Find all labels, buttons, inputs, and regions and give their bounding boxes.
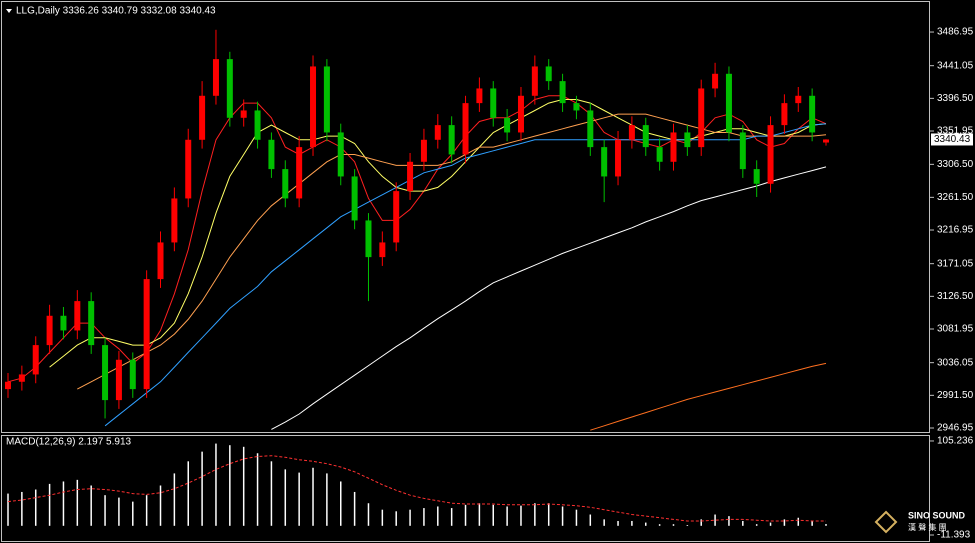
candle-body xyxy=(504,117,511,133)
y-tick-label: 3441.05 xyxy=(937,60,974,71)
logo-text: SINO SOUND xyxy=(908,510,966,520)
candle-body xyxy=(823,139,829,143)
y-tick-label: 2991.50 xyxy=(937,390,974,401)
candle-body xyxy=(601,147,608,177)
candle-body xyxy=(102,345,109,401)
candle-body xyxy=(212,59,219,96)
candle-body xyxy=(185,139,192,199)
candle-body xyxy=(795,95,802,104)
candle-body xyxy=(684,132,691,148)
candle-body xyxy=(60,315,67,331)
candle-body xyxy=(448,125,455,155)
candle-body xyxy=(379,242,386,258)
candle-body xyxy=(143,279,150,390)
y-tick-label: 3036.05 xyxy=(937,357,974,368)
moving-average-line xyxy=(49,99,827,368)
candle-body xyxy=(337,132,344,177)
candle-body xyxy=(781,103,788,126)
candle-body xyxy=(393,191,400,243)
y-tick-label: 3126.50 xyxy=(937,291,974,302)
candle-body xyxy=(240,110,247,118)
candle-body xyxy=(587,110,594,148)
macd-y-tick-label: 105.236 xyxy=(937,436,974,447)
logo-subtext: 漢 聲 集 團 xyxy=(908,522,947,532)
candle-body xyxy=(268,139,275,170)
current-price-box xyxy=(931,133,973,146)
y-tick-label: 3306.50 xyxy=(937,159,974,170)
candle-body xyxy=(656,147,663,162)
candle-body xyxy=(531,66,538,96)
candle-body xyxy=(517,95,524,133)
candle-body xyxy=(88,301,95,346)
candle-body xyxy=(739,132,746,170)
current-price-label: 3340.43 xyxy=(934,134,971,145)
candle-body xyxy=(365,220,372,258)
candle-body xyxy=(351,176,358,221)
candle-body xyxy=(434,125,441,140)
price-panel-frame xyxy=(1,1,930,433)
y-tick-label: 3171.05 xyxy=(937,258,974,269)
candle-body xyxy=(767,125,774,184)
candle-body xyxy=(296,147,303,199)
candle-body xyxy=(420,139,427,162)
candle-body xyxy=(199,95,206,140)
candle-body xyxy=(171,198,178,243)
chart-title: LLG,Daily 3336.26 3340.79 3332.08 3340.4… xyxy=(16,6,216,17)
candle-body xyxy=(725,73,732,133)
candle-body xyxy=(712,73,719,89)
candle-body xyxy=(5,381,11,390)
y-tick-label: 3081.95 xyxy=(937,324,974,335)
menu-arrow xyxy=(6,9,12,13)
candle-body xyxy=(282,169,289,199)
y-tick-label: 3216.95 xyxy=(937,225,974,236)
candle-body xyxy=(670,132,677,162)
candle-body xyxy=(476,88,483,104)
logo-icon xyxy=(874,510,898,534)
y-tick-label: 3396.50 xyxy=(937,93,974,104)
candle-body xyxy=(32,345,39,375)
macd-signal-line xyxy=(7,455,826,522)
macd-title: MACD(12,26,9) 2.197 5.913 xyxy=(6,437,132,448)
candle-body xyxy=(310,66,317,148)
candle-body xyxy=(559,81,566,104)
candle-body xyxy=(226,59,233,118)
candle-body xyxy=(115,359,122,401)
candle-body xyxy=(254,110,261,140)
macd-panel-frame xyxy=(1,435,930,542)
y-tick-label: 3261.50 xyxy=(937,192,974,203)
candle-body xyxy=(46,315,53,346)
y-tick-label: 3486.95 xyxy=(937,27,974,38)
candle-body xyxy=(573,103,580,111)
candle-body xyxy=(18,374,25,382)
candle-body xyxy=(74,301,81,331)
moving-average-line xyxy=(271,166,827,430)
candle-body xyxy=(753,169,760,184)
y-tick-label: 2946.95 xyxy=(937,423,974,434)
candle-body xyxy=(407,161,414,192)
candle-body xyxy=(129,359,136,390)
candle-body xyxy=(698,88,705,148)
candle-body xyxy=(323,66,330,133)
candle-body xyxy=(545,66,552,82)
macd-y-tick-label: -11.393 xyxy=(937,530,971,541)
y-tick-label: 3351.95 xyxy=(937,126,974,137)
candle-body xyxy=(642,125,649,148)
candle-body xyxy=(628,125,635,140)
candle-body xyxy=(490,88,497,118)
candle-body xyxy=(157,242,164,280)
moving-average-line xyxy=(590,362,827,431)
candle-body xyxy=(615,139,622,177)
logo: SINO SOUND 漢 聲 集 團 xyxy=(874,510,966,534)
candle-body xyxy=(809,95,816,133)
candle-body xyxy=(462,103,469,155)
